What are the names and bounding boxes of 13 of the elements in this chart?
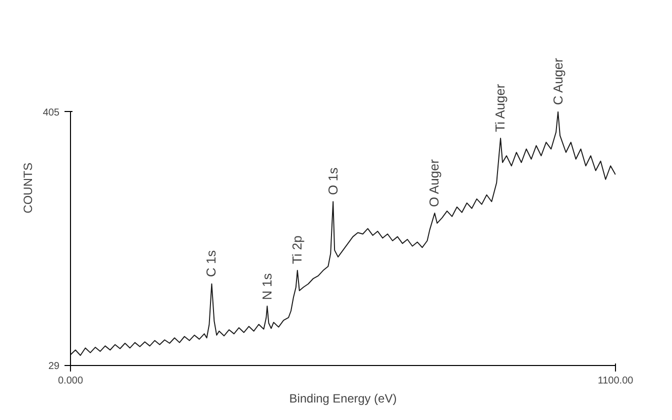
x-tick-label: 1100.00 xyxy=(598,376,634,386)
x-tick-label: 0.000 xyxy=(58,376,84,386)
x-axis-title: Binding Energy (eV) xyxy=(289,392,397,406)
annotation: O 1s xyxy=(325,168,340,196)
annotation: Ti Auger xyxy=(492,84,508,132)
annotation: Ti 2p xyxy=(289,235,304,264)
y-axis-title: COUNTS xyxy=(20,162,35,214)
annotation: C Auger xyxy=(550,58,566,106)
annotation: N 1s xyxy=(259,272,274,300)
annotation: O Auger xyxy=(426,158,442,207)
y-tick-label: 29 xyxy=(48,361,60,372)
annotation: C 1s xyxy=(204,250,219,278)
y-tick-label: 405 xyxy=(42,107,60,118)
